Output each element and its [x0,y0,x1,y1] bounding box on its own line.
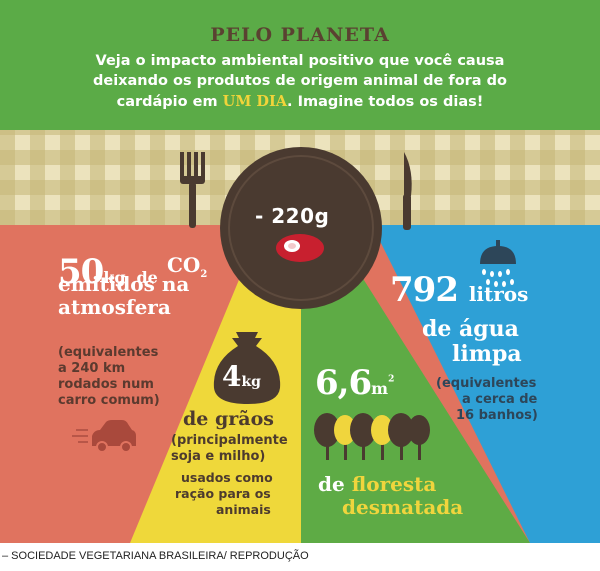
co2-note: a 240 km [58,361,126,376]
co2-number: 50 [58,252,104,292]
co2-unit: kg [103,268,126,287]
forest-number: 6,6 [315,363,372,403]
grain-number: 4 [222,360,242,393]
co2-note: (equivalentes [58,345,159,360]
grain-value: 4kg [222,360,261,393]
co2-formula: CO2 [167,253,207,280]
water-line: de água [422,316,519,342]
water-unit: litros [468,282,529,306]
plate-weight: - 220g [255,204,330,228]
grain-unit: kg [241,374,261,390]
intro-text: cardápio em [116,94,218,110]
fork-icon [180,152,205,228]
grain-note: (principalmente [171,433,288,448]
water-line: limpa [452,341,522,367]
water-note: (equivalentes [436,376,537,391]
forest-line: de floresta [318,472,436,496]
grain-use: usados como [181,470,273,485]
grain-sack-icon [213,332,281,404]
water-note: a cerca de [462,392,538,407]
co2-formula-base: CO [167,253,201,277]
co2-line: atmosfera [58,295,171,319]
co2-value: 50kg de [58,252,158,292]
image-credit-caption: – SOCIEDADE VEGETARIANA BRASILEIRA/ REPR… [2,550,309,562]
grain-use: animais [216,502,271,517]
co2-note: carro comum) [58,393,160,408]
forest-unit: m [371,379,389,398]
water-number: 792 [390,270,459,310]
co2-note: rodados num [58,377,154,392]
plate [220,147,382,309]
infographic: PELO PLANETA Veja o impacto ambiental po… [0,0,600,543]
water-note: 16 banhos) [456,408,538,423]
grain-section [130,258,301,543]
header-band [0,0,600,130]
knife-icon [403,152,412,230]
car-icon [72,420,136,453]
forest-value: 6,6m2 [315,363,394,403]
intro-highlight: UM DIA [222,93,288,110]
co2-formula-sub: 2 [200,269,208,280]
shower-icon [480,240,516,287]
intro-line: Veja o impacto ambiental positivo que vo… [95,53,505,69]
grain-use: ração para os [175,486,271,501]
forest-line: desmatada [342,495,464,519]
intro-line: cardápio em UM DIA. Imagine todos os dia… [0,93,600,110]
forest-unit-sup: 2 [388,374,394,385]
steak-icon [276,234,324,262]
grain-line: de grãos [183,408,274,430]
trees-icon [314,413,430,460]
intro-line: deixando os produtos de origem animal de… [92,73,507,89]
infographic-background [0,0,600,543]
header-title: PELO PLANETA [210,24,390,46]
forest-section [301,258,530,543]
co2-line: emitidos na [58,272,190,296]
co2-connector: de [136,268,158,287]
forest-word: floresta [351,472,437,496]
water-section [372,225,600,543]
intro-text: . Imagine todos os dias! [287,94,484,110]
forest-prefix: de [318,472,345,496]
water-value: 792 litros [390,270,528,310]
grain-note: soja e milho) [171,449,266,464]
